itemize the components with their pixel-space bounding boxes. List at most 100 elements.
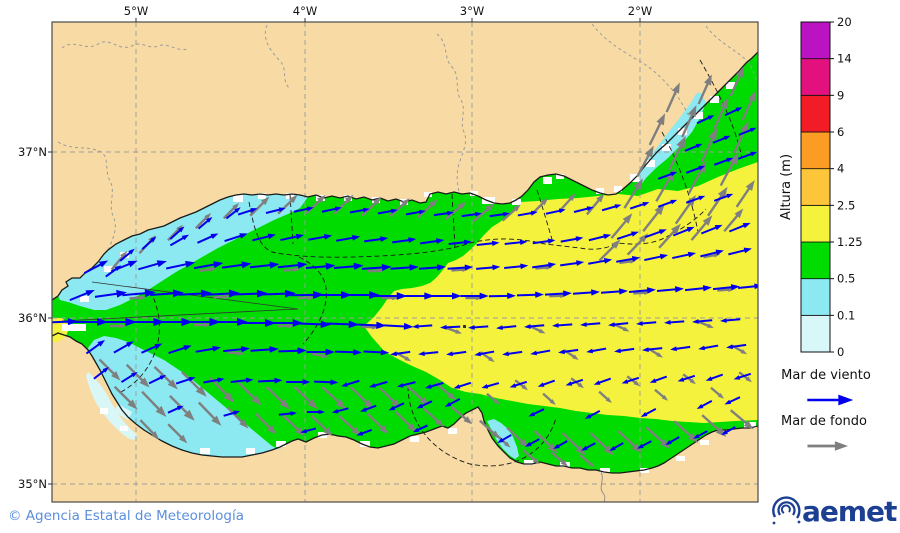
wind-arrow — [286, 379, 311, 385]
wind-arrow — [530, 349, 551, 356]
wind-arrow — [293, 206, 314, 213]
wind-arrow — [545, 208, 566, 215]
longitude-tick-label: 4°W — [293, 4, 317, 18]
wind-arrow — [476, 264, 501, 271]
swell-arrow — [690, 215, 713, 241]
wind-arrow — [222, 346, 250, 353]
wind-arrow — [644, 253, 669, 262]
wind-arrow — [85, 340, 106, 355]
wind-arrow — [609, 442, 624, 452]
wind-arrow — [558, 348, 579, 355]
wind-arrow — [363, 349, 390, 356]
swell-arrow — [249, 196, 270, 217]
wind-arrow — [737, 151, 758, 160]
longitude-tick-label: 3°W — [460, 4, 484, 18]
alboran-island — [463, 325, 466, 328]
river-line — [600, 471, 606, 502]
swell-arrow — [586, 193, 605, 216]
latitude-tick-label: 37°N — [18, 145, 47, 159]
wind-arrow — [496, 325, 517, 330]
colorbar-segment — [800, 58, 831, 96]
coastline-south — [52, 332, 758, 474]
wind-arrow — [601, 204, 622, 212]
longitude-tick-label: 5°W — [124, 4, 148, 18]
wind-arrow — [418, 351, 439, 356]
wind-arrow — [481, 382, 500, 389]
sea-wave-height-0_1-0_5-northwest — [58, 194, 308, 310]
swell-arrow — [338, 414, 361, 437]
swell-arrow — [167, 423, 188, 444]
wind-arrow — [665, 436, 680, 446]
wind-arrow — [333, 262, 364, 270]
wind-arrow — [698, 344, 719, 351]
map-frame — [51, 21, 759, 503]
wind-arrow — [642, 347, 663, 352]
axis-labels: 5°W 4°W 3°W 2°W 37°N 36°N 35°N — [18, 4, 652, 491]
swell-arrow — [423, 407, 444, 427]
wind-arrow — [517, 210, 538, 217]
swell-arrow — [700, 127, 718, 163]
wind-arrow — [460, 292, 489, 300]
wind-arrow — [502, 350, 523, 357]
wind-arrow — [141, 343, 163, 354]
swell-arrow — [129, 295, 147, 301]
wind-arrow — [193, 261, 224, 270]
wind-arrow — [614, 347, 635, 354]
sea-wave-height-0_1-0_5-southwest — [88, 336, 284, 457]
wind-arrow — [433, 210, 454, 217]
swell-arrow — [321, 386, 347, 410]
swell-legend-label: Mar de fondo — [781, 414, 867, 429]
wind-arrow — [150, 289, 184, 298]
swell-arrow — [199, 267, 217, 273]
swell-arrow — [697, 74, 712, 105]
sea-wave-height-0-0_1 — [86, 372, 138, 440]
swell-arrow — [598, 390, 612, 404]
wind-arrow — [504, 239, 528, 246]
swell-arrow — [237, 381, 262, 406]
wind-arrow — [412, 323, 433, 329]
wind-arrow — [728, 222, 751, 233]
wind-arrow — [305, 262, 336, 270]
copyright-text: © Agencia Estatal de Meteorología — [8, 508, 244, 524]
aemet-logo-text: aemet — [802, 495, 897, 528]
swell-arrow — [579, 454, 595, 468]
wind-arrow — [700, 249, 724, 258]
wind-arrow — [83, 260, 109, 275]
swell-arrow — [169, 395, 195, 421]
wind-arrow — [588, 258, 613, 265]
wind-arrow — [265, 207, 286, 214]
swell-arrow — [542, 392, 556, 406]
wind-arrow — [649, 375, 668, 383]
wind-arrow — [474, 350, 495, 357]
wind-arrow — [383, 322, 414, 330]
swell-arrow — [598, 239, 621, 262]
wind-arrow — [560, 236, 584, 243]
swell-arrow — [226, 406, 249, 429]
swell-arrow — [227, 351, 245, 356]
wind-arrow — [119, 248, 135, 262]
wind-arrow — [670, 345, 691, 352]
wind-arrow — [175, 377, 196, 385]
swell-arrow — [110, 250, 128, 271]
swell-arrow — [703, 252, 721, 259]
swell-arrow — [139, 419, 160, 440]
swell-arrow — [668, 135, 686, 171]
sea-wave-height-1_25-2_5 — [364, 162, 758, 423]
strait-separation-lines — [61, 281, 299, 322]
wind-arrow — [178, 289, 212, 298]
wind-arrow — [221, 261, 252, 269]
wind-arrow — [476, 240, 500, 247]
wind-arrow — [224, 233, 248, 243]
colorbar-tick-label: 0 — [837, 345, 844, 359]
colorbar-segment — [800, 314, 831, 353]
wind-arrow — [637, 440, 652, 449]
wind-arrow — [336, 235, 361, 242]
swell-arrow — [293, 385, 318, 410]
wind-arrow — [446, 350, 467, 357]
wind-arrow — [509, 380, 528, 388]
wind-arrow — [277, 261, 308, 269]
swell-arrow — [723, 208, 744, 233]
wind-arrow — [390, 264, 419, 271]
wind-arrow — [416, 400, 433, 409]
